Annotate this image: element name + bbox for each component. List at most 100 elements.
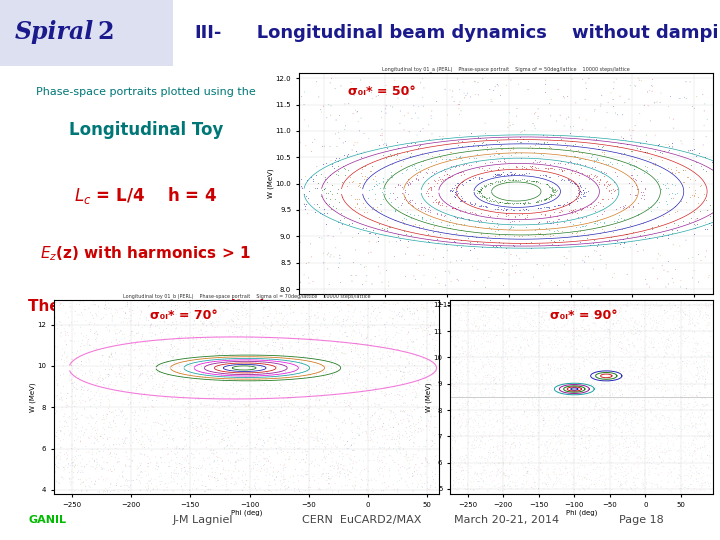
Point: [310, 208, 321, 217]
Point: [361, 333, 373, 341]
Point: [295, 358, 307, 367]
Point: [477, 183, 488, 192]
Point: [350, 246, 361, 254]
Point: [556, 227, 567, 235]
Point: [218, 413, 230, 421]
Point: [628, 478, 639, 487]
Point: [50, 313, 61, 321]
Point: [209, 424, 220, 433]
Point: [414, 140, 426, 149]
Point: [420, 325, 432, 333]
Point: [576, 375, 588, 384]
Point: [423, 188, 434, 197]
Point: [688, 344, 699, 353]
Point: [581, 355, 593, 363]
Point: [284, 442, 296, 451]
Point: [703, 455, 715, 464]
Point: [455, 235, 467, 244]
Point: [563, 415, 575, 424]
Point: [116, 335, 127, 343]
Point: [516, 127, 528, 136]
Point: [544, 232, 556, 240]
Point: [76, 478, 88, 487]
Point: [348, 91, 360, 99]
Point: [478, 373, 490, 381]
Point: [384, 415, 395, 424]
Point: [313, 474, 325, 483]
Point: [164, 462, 176, 471]
Point: [628, 388, 639, 397]
Point: [516, 356, 528, 364]
Point: [551, 333, 562, 341]
Point: [532, 401, 544, 410]
Point: [506, 355, 518, 363]
Point: [492, 305, 504, 314]
Point: [336, 455, 348, 464]
Point: [467, 141, 479, 150]
Point: [602, 328, 613, 336]
Point: [249, 417, 261, 426]
Point: [486, 423, 498, 432]
Point: [310, 402, 321, 410]
Point: [155, 453, 166, 462]
Point: [114, 369, 125, 378]
Point: [374, 463, 386, 471]
Point: [644, 404, 656, 413]
Point: [681, 380, 693, 388]
Point: [532, 229, 544, 238]
Point: [464, 477, 476, 486]
Point: [613, 474, 624, 483]
Point: [404, 177, 415, 186]
Point: [667, 336, 678, 345]
Point: [66, 444, 78, 453]
Point: [675, 472, 686, 481]
Point: [532, 198, 544, 207]
Point: [478, 477, 490, 485]
Point: [515, 332, 526, 340]
Point: [690, 377, 702, 386]
Point: [330, 363, 342, 372]
Point: [256, 334, 267, 343]
Point: [84, 341, 96, 349]
Point: [364, 313, 376, 322]
Point: [411, 170, 423, 179]
Point: [459, 457, 471, 465]
Point: [579, 362, 590, 370]
Point: [703, 463, 715, 471]
Point: [456, 456, 468, 465]
Point: [289, 331, 301, 340]
Point: [536, 375, 547, 383]
Point: [539, 449, 551, 458]
Point: [428, 176, 439, 185]
Point: [240, 374, 251, 383]
Point: [553, 240, 564, 249]
Point: [72, 461, 84, 469]
Point: [572, 310, 584, 319]
Point: [127, 382, 139, 391]
Point: [496, 431, 508, 440]
Point: [50, 453, 62, 461]
Point: [618, 363, 629, 372]
Point: [198, 369, 210, 377]
Point: [421, 400, 433, 409]
Point: [467, 353, 478, 361]
Point: [337, 464, 348, 473]
Point: [103, 359, 114, 367]
Point: [626, 171, 638, 179]
Point: [474, 368, 485, 376]
Point: [485, 165, 497, 174]
Point: [651, 316, 662, 325]
Point: [674, 358, 685, 367]
Point: [615, 149, 626, 158]
Point: [514, 133, 526, 141]
Point: [322, 208, 333, 217]
Point: [52, 324, 63, 333]
Point: [318, 430, 329, 438]
Point: [699, 487, 711, 495]
Point: [223, 444, 235, 453]
Point: [424, 422, 436, 431]
Point: [505, 168, 517, 177]
Point: [624, 325, 635, 334]
Point: [166, 478, 177, 487]
Point: [62, 389, 73, 398]
